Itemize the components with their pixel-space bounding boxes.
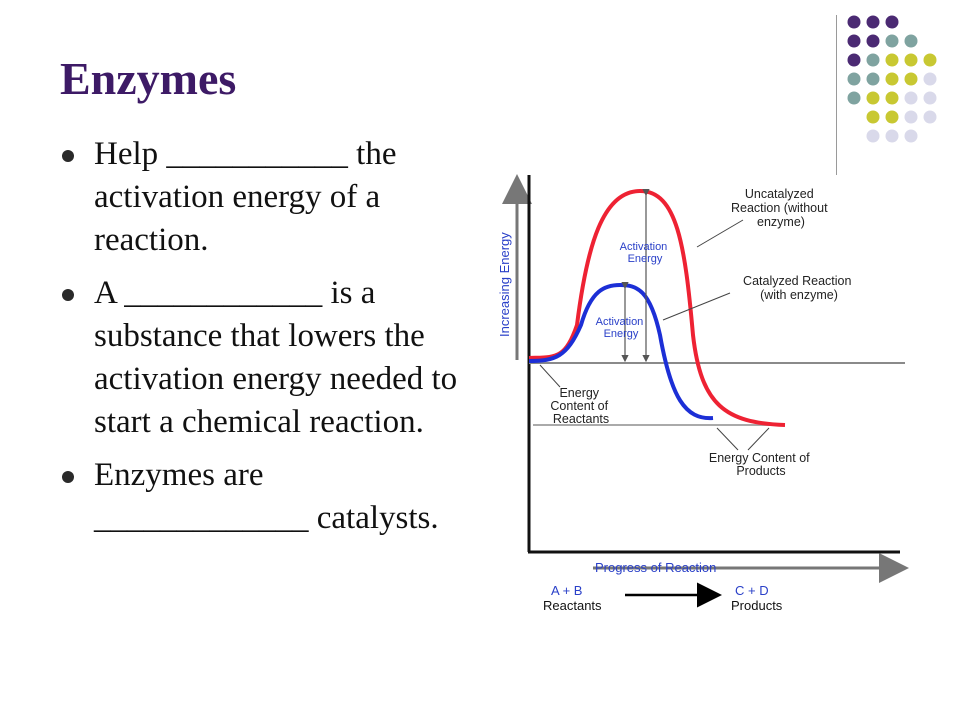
uncatalyzed-label-line3: enzyme): [757, 215, 805, 229]
reactants-formula: A + B: [551, 583, 582, 598]
decorative-dot: [885, 110, 899, 124]
decorative-dot: [885, 53, 899, 67]
catalyzed-curve: [528, 282, 714, 421]
x-axis-label: Progress of Reaction: [595, 560, 716, 575]
decorative-dot: [923, 91, 937, 105]
y-axis-label: Increasing Energy: [497, 232, 512, 337]
bullet-text: Help ___________ the activation energy o…: [94, 136, 397, 258]
slide-title: Enzymes: [60, 53, 237, 104]
bullet-item: Enzymes are _____________ catalysts.: [60, 454, 480, 540]
products-pointer-left: [716, 427, 739, 451]
decorative-dot: [866, 129, 880, 143]
decorative-dot: [866, 53, 880, 67]
bullet-text: Enzymes are _____________ catalysts.: [94, 457, 439, 536]
decorative-dot: [885, 72, 899, 86]
decorative-dot: [923, 110, 937, 124]
bullet-item: A ____________ is a substance that lower…: [60, 272, 480, 444]
svg-text:Energy Content of Reac: Energy Content of Reactants: [550, 386, 611, 426]
activation-energy-blue-line1: Activation: [596, 316, 644, 328]
decorative-dot: [904, 129, 918, 143]
decorative-dot: [904, 72, 918, 86]
activation-energy-blue-line2: Energy: [604, 328, 639, 340]
bullet-icon: [62, 289, 74, 301]
bullet-list: Help ___________ the activation energy o…: [60, 133, 480, 550]
decorative-dot: [885, 34, 899, 48]
decorative-dot: [847, 34, 861, 48]
decorative-dot: [904, 110, 918, 124]
decorative-dot: [866, 110, 880, 124]
catalyzed-label-line2: (with enzyme): [760, 288, 838, 302]
bullet-icon: [62, 150, 74, 162]
reactants-word: Reactants: [543, 598, 602, 613]
decorative-dot: [923, 53, 937, 67]
products-pointer-right: [747, 427, 770, 451]
uncatalyzed-pointer: [696, 219, 744, 248]
svg-text:Activation Energy: Activation Energy: [596, 316, 647, 340]
decorative-dot: [847, 72, 861, 86]
decorative-dot: [866, 34, 880, 48]
decorative-dot: [847, 53, 861, 67]
bullet-text: A ____________ is a substance that lower…: [94, 275, 458, 440]
decorative-dot: [847, 91, 861, 105]
decorative-dot: [923, 72, 937, 86]
decorative-dot: [904, 91, 918, 105]
decorative-dot: [904, 53, 918, 67]
catalyzed-label-line1: Catalyzed Reaction: [743, 274, 851, 288]
energy-diagram: Increasing Energy Uncatalyzed Reaction (…: [497, 174, 909, 613]
reactants-energy-label-line3: Reactants: [553, 412, 609, 426]
bullet-icon: [62, 471, 74, 483]
decorative-dot: [885, 91, 899, 105]
svg-text:Catalyzed Reaction (with e: Catalyzed Reaction (with enzyme): [743, 274, 855, 302]
products-formula: C + D: [735, 583, 769, 598]
dot-grid-decoration: [847, 15, 937, 143]
decorative-dot: [866, 72, 880, 86]
decorative-dot: [847, 15, 861, 29]
decorative-dot: [885, 129, 899, 143]
decorative-dot: [866, 15, 880, 29]
reactants-energy-label-line1: Energy: [559, 386, 599, 400]
activation-energy-red-line1: Activation: [620, 241, 668, 253]
decorative-dot: [885, 15, 899, 29]
decorative-divider: [836, 15, 837, 175]
reactants-pointer: [539, 364, 561, 388]
svg-text:Energy Content of Products: Energy Content of Products: [709, 451, 813, 478]
reactants-energy-label-line2: Content of: [550, 399, 608, 413]
uncatalyzed-label-line1: Uncatalyzed: [745, 187, 814, 201]
svg-text:Activation Energy: Activation Energy: [620, 241, 671, 265]
uncatalyzed-label-line2: Reaction (without: [731, 201, 828, 215]
decorative-dot: [866, 91, 880, 105]
products-word: Products: [731, 598, 783, 613]
products-energy-label-line1: Energy Content of: [709, 451, 810, 465]
bullet-item: Help ___________ the activation energy o…: [60, 133, 480, 262]
catalyzed-pointer: [662, 292, 731, 321]
decorative-dot: [904, 34, 918, 48]
svg-text:Uncatalyzed Reaction (with: Uncatalyzed Reaction (without enzyme): [731, 187, 831, 229]
activation-energy-red-line2: Energy: [628, 253, 663, 265]
products-energy-label-line2: Products: [736, 464, 785, 478]
